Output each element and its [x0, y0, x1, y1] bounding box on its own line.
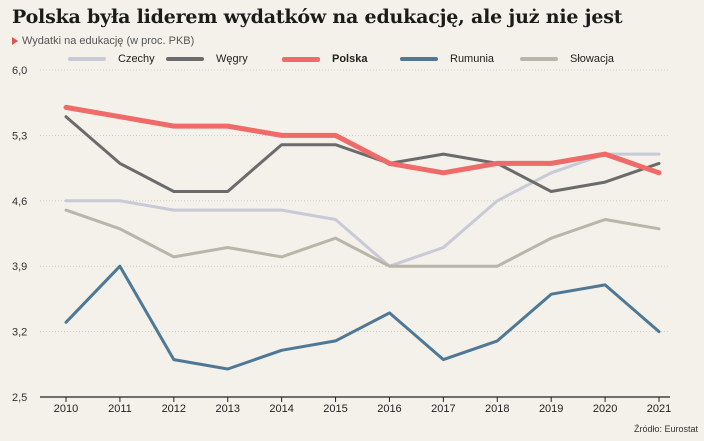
x-tick-label: 2017 [431, 403, 455, 415]
series-line-węgry [64, 115, 661, 193]
chart-subtitle: Wydatki na edukację (w proc. PKB) [12, 35, 194, 47]
source-note: Źródło: Eurostat [633, 424, 698, 434]
legend-swatch [166, 57, 204, 61]
x-tick-label: 2019 [539, 403, 563, 415]
x-tick-label: 2010 [54, 403, 78, 415]
series-line-polska [63, 104, 662, 176]
y-tick-label: 3,2 [12, 327, 27, 339]
chart-legend: Czechy Węgry Polska Rumunia Słowacja [0, 51, 704, 69]
legend-label: Słowacja [570, 53, 615, 65]
legend-item: Słowacja [520, 53, 614, 65]
y-tick-label: 3,9 [12, 261, 27, 273]
y-tick-label: 5,3 [12, 130, 27, 142]
x-tick-label: 2011 [108, 403, 132, 415]
legend-swatch [68, 57, 106, 61]
chart-title: Polska była liderem wydatków na edukację… [12, 6, 623, 28]
legend-swatch [520, 57, 558, 61]
legend-item: Węgry [166, 53, 248, 65]
triangle-marker-icon [12, 37, 18, 45]
legend-item: Polska [282, 53, 367, 65]
x-tick-label: 2014 [269, 403, 293, 415]
x-tick-label: 2012 [162, 403, 186, 415]
legend-item: Rumunia [400, 53, 494, 65]
y-tick-label: 6,0 [12, 65, 27, 77]
subtitle-text: Wydatki na edukację (w proc. PKB) [22, 35, 195, 47]
x-tick-label: 2018 [485, 403, 509, 415]
series-line-słowacja [64, 208, 661, 268]
x-tick-label: 2021 [647, 403, 671, 415]
legend-swatch [400, 57, 438, 61]
y-tick-label: 2,5 [12, 392, 27, 404]
y-tick-label: 4,6 [12, 196, 27, 208]
series-line-czechy [64, 152, 661, 268]
x-tick-label: 2016 [377, 403, 401, 415]
x-tick-label: 2020 [593, 403, 617, 415]
legend-label: Polska [332, 53, 368, 65]
legend-label: Czechy [118, 53, 155, 65]
series-line-rumunia [64, 264, 661, 371]
legend-label: Rumunia [450, 53, 495, 65]
legend-label: Węgry [216, 53, 248, 65]
x-tick-label: 2013 [215, 403, 239, 415]
legend-swatch [282, 56, 320, 62]
legend-item: Czechy [68, 53, 155, 65]
x-tick-label: 2015 [323, 403, 347, 415]
